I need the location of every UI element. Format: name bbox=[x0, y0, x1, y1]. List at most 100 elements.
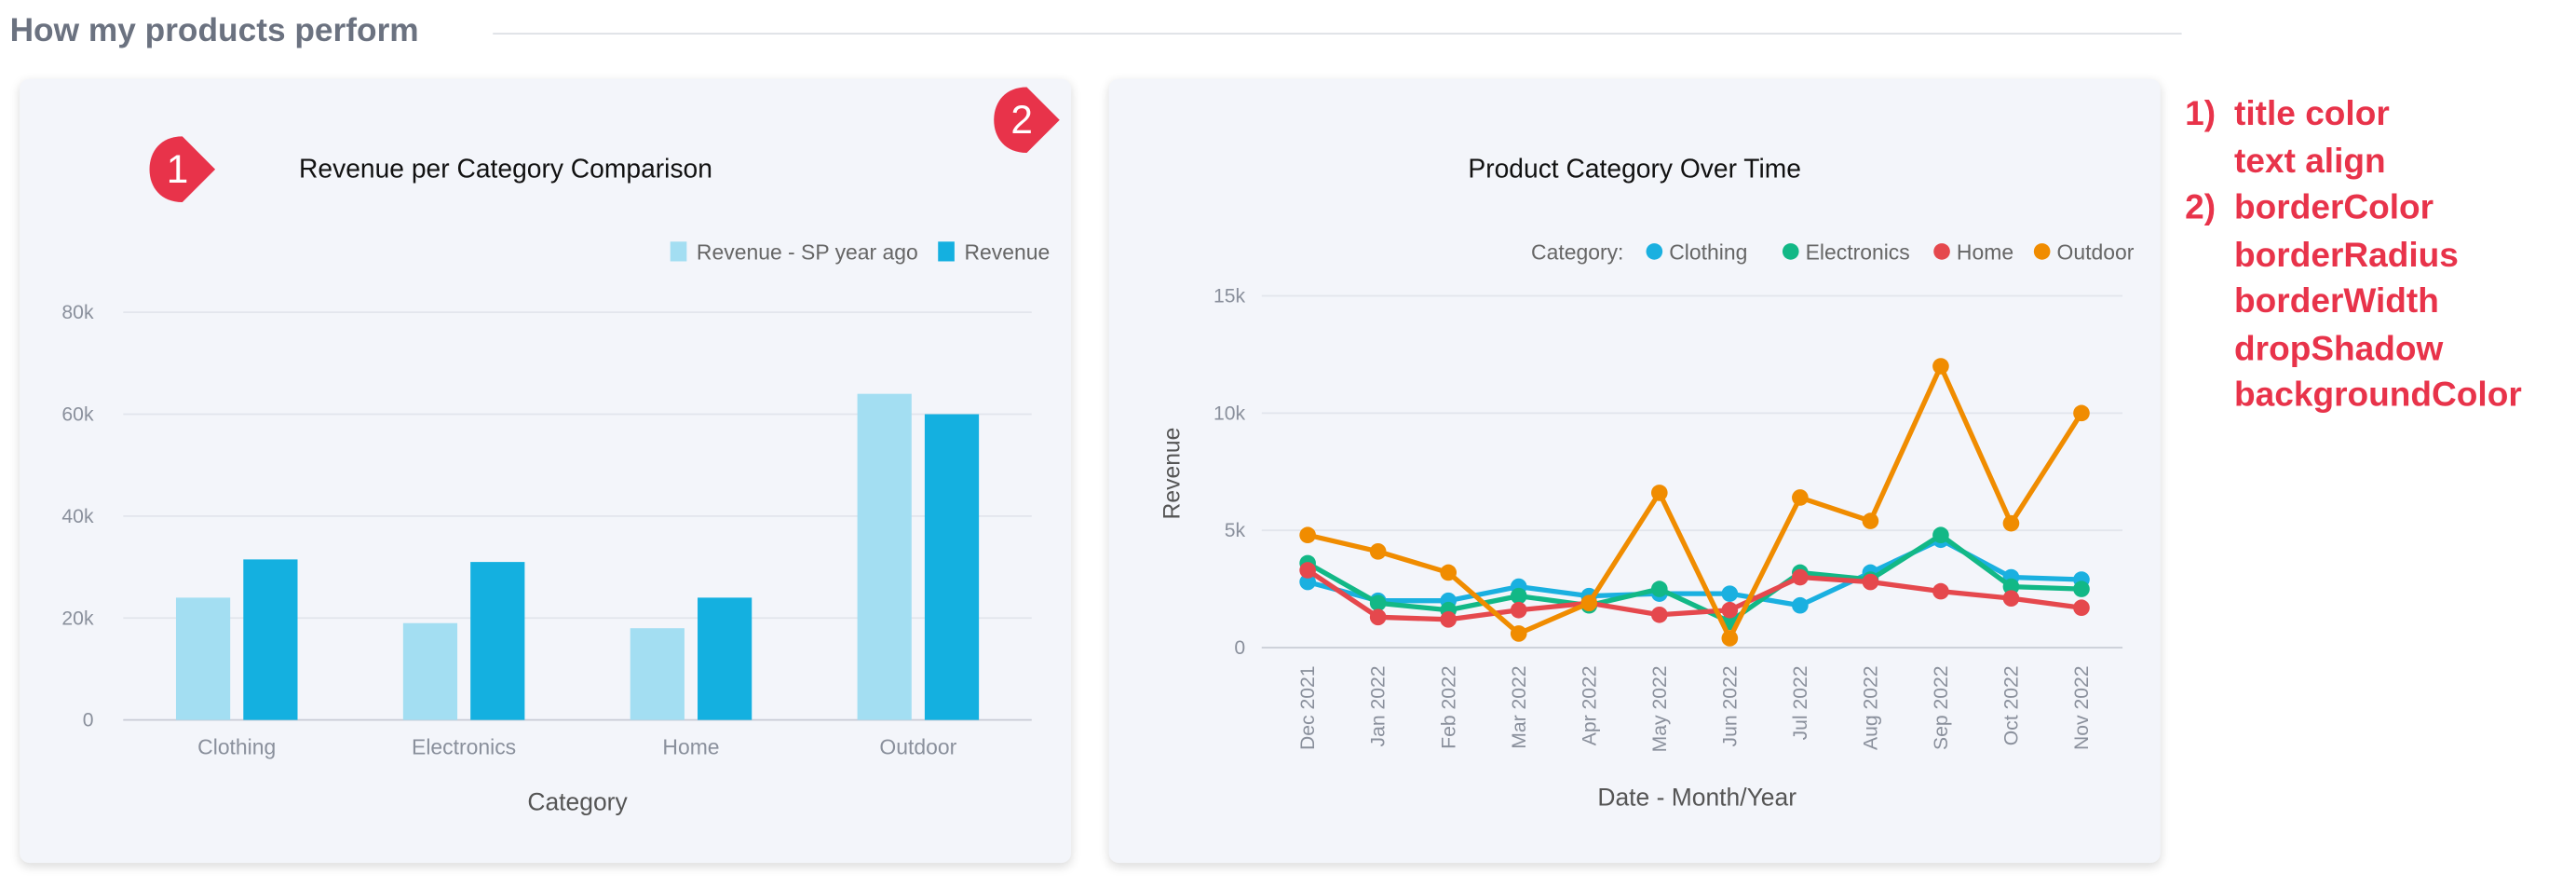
note-row: borderRadius bbox=[2234, 236, 2459, 274]
bar-electronics-revenue bbox=[470, 562, 525, 720]
y-tick-label: 0 bbox=[1234, 637, 1245, 659]
point-electronics bbox=[2073, 581, 2090, 597]
point-outdoor bbox=[1580, 594, 1598, 612]
y-tick-label: 40k bbox=[61, 506, 94, 527]
point-outdoor bbox=[1440, 564, 1457, 581]
x-tick-label: Jun 2022 bbox=[1719, 665, 1741, 746]
x-tick-label: Outdoor bbox=[879, 735, 956, 759]
point-home bbox=[2002, 590, 2020, 607]
chart-title: Product Category Over Time bbox=[1468, 154, 1801, 184]
legend-marker bbox=[1646, 243, 1663, 260]
point-home bbox=[1369, 608, 1387, 626]
x-tick-label: Feb 2022 bbox=[1438, 665, 1459, 748]
point-outdoor bbox=[1369, 543, 1387, 560]
y-tick-label: 20k bbox=[61, 608, 94, 629]
x-tick-label: Oct 2022 bbox=[2001, 665, 2023, 745]
x-axis-title: Date - Month/Year bbox=[1597, 783, 1796, 811]
x-tick-label: Home bbox=[662, 735, 719, 759]
bar-clothing-sp-year-ago bbox=[175, 597, 231, 720]
legend-swatch bbox=[670, 241, 687, 262]
legend-label: Clothing bbox=[1669, 240, 1747, 265]
point-clothing bbox=[1721, 585, 1739, 602]
badge-2-label: 2 bbox=[1010, 98, 1033, 142]
y-tick-label: 10k bbox=[1213, 403, 1246, 424]
x-tick-label: May 2022 bbox=[1649, 665, 1671, 752]
note-row: 1) title color bbox=[2185, 95, 2390, 133]
point-outdoor bbox=[2073, 404, 2090, 422]
legend-label: Outdoor bbox=[2057, 240, 2135, 265]
section-title: How my products perform bbox=[9, 13, 419, 49]
point-home bbox=[1510, 601, 1527, 619]
y-axis-title: Revenue bbox=[1160, 428, 1186, 520]
line-chart-card: Product Category Over Time 0 5k 10k 15k Reven… bbox=[1108, 78, 2161, 864]
x-tick-label: Jan 2022 bbox=[1368, 665, 1390, 746]
point-home bbox=[1299, 562, 1316, 579]
note-row: 2) borderColor bbox=[2185, 188, 2434, 227]
y-tick-label: 60k bbox=[61, 404, 94, 426]
badge-1-label: 1 bbox=[167, 147, 189, 191]
section-divider bbox=[493, 33, 2182, 35]
x-tick-label: Apr 2022 bbox=[1579, 665, 1600, 745]
y-tick-label: 0 bbox=[83, 710, 94, 731]
legend-marker bbox=[2033, 243, 2051, 260]
x-tick-label: Nov 2022 bbox=[2071, 665, 2093, 750]
bar-chart-card: Revenue per Category Comparison 0 20k 40k 60… bbox=[20, 78, 1072, 864]
line-home bbox=[1306, 567, 2082, 622]
point-outdoor bbox=[1650, 485, 1668, 501]
chart-title: Revenue per Category Comparison bbox=[299, 154, 712, 184]
bar-home-revenue bbox=[698, 597, 752, 720]
legend-label: Revenue - SP year ago bbox=[697, 240, 918, 265]
point-home bbox=[1862, 573, 1879, 591]
point-clothing bbox=[1792, 596, 1809, 614]
x-tick-label: Mar 2022 bbox=[1509, 665, 1530, 748]
point-outdoor bbox=[1862, 512, 1879, 529]
point-electronics bbox=[1510, 587, 1527, 605]
x-axis-title: Category bbox=[527, 788, 628, 816]
legend-marker bbox=[1933, 243, 1950, 260]
x-tick-label: Electronics bbox=[412, 735, 516, 759]
line-chart: Product Category Over Time 0 5k 10k 15k Reven… bbox=[1160, 154, 2135, 812]
line-electronics bbox=[1306, 532, 2082, 624]
annotation-notes: 1) title color text align 2) borderColor b… bbox=[2185, 92, 2522, 420]
point-home bbox=[1440, 610, 1457, 628]
point-electronics bbox=[1369, 594, 1387, 612]
line-outdoor bbox=[1307, 363, 2084, 641]
legend-label: Electronics bbox=[1806, 240, 1910, 265]
point-outdoor bbox=[1721, 630, 1739, 647]
annotation-badge-2: 2 bbox=[994, 87, 1060, 154]
note-row: backgroundColor bbox=[2234, 376, 2522, 415]
point-home bbox=[1932, 582, 1949, 600]
legend-swatch bbox=[938, 241, 955, 262]
note-row: dropShadow bbox=[2234, 329, 2444, 368]
x-tick-label: Jul 2022 bbox=[1790, 665, 1811, 740]
point-home bbox=[1792, 568, 1809, 586]
point-electronics bbox=[1932, 526, 1949, 544]
point-outdoor bbox=[2002, 514, 2020, 532]
point-clothing bbox=[1299, 573, 1316, 591]
bar-clothing-revenue bbox=[243, 559, 298, 720]
point-home bbox=[2073, 599, 2090, 617]
point-electronics bbox=[2002, 578, 2020, 595]
bar-home-sp-year-ago bbox=[630, 628, 685, 720]
x-tick-label: Clothing bbox=[197, 735, 276, 759]
point-outdoor bbox=[1932, 358, 1949, 375]
legend-label: Revenue bbox=[964, 240, 1050, 265]
legend-label: Home bbox=[1957, 240, 2013, 265]
point-outdoor bbox=[1299, 526, 1316, 544]
bar-electronics-sp-year-ago bbox=[402, 622, 458, 720]
y-tick-label: 5k bbox=[1225, 520, 1246, 541]
x-tick-label: Sep 2022 bbox=[1931, 665, 1952, 750]
y-tick-label: 80k bbox=[61, 302, 94, 323]
point-outdoor bbox=[1510, 625, 1527, 642]
legend-title: Category: bbox=[1531, 240, 1623, 265]
point-home bbox=[1721, 601, 1739, 619]
point-outdoor bbox=[1792, 489, 1809, 506]
point-home bbox=[1650, 606, 1668, 623]
annotation-badge-1: 1 bbox=[149, 136, 216, 202]
bar-chart: Revenue per Category Comparison 0 20k 40k 60… bbox=[61, 154, 1050, 816]
x-tick-label: Aug 2022 bbox=[1860, 665, 1881, 750]
x-tick-label: Dec 2021 bbox=[1297, 665, 1319, 750]
point-electronics bbox=[1650, 581, 1668, 597]
y-tick-label: 15k bbox=[1213, 286, 1246, 307]
legend-marker bbox=[1782, 243, 1799, 260]
